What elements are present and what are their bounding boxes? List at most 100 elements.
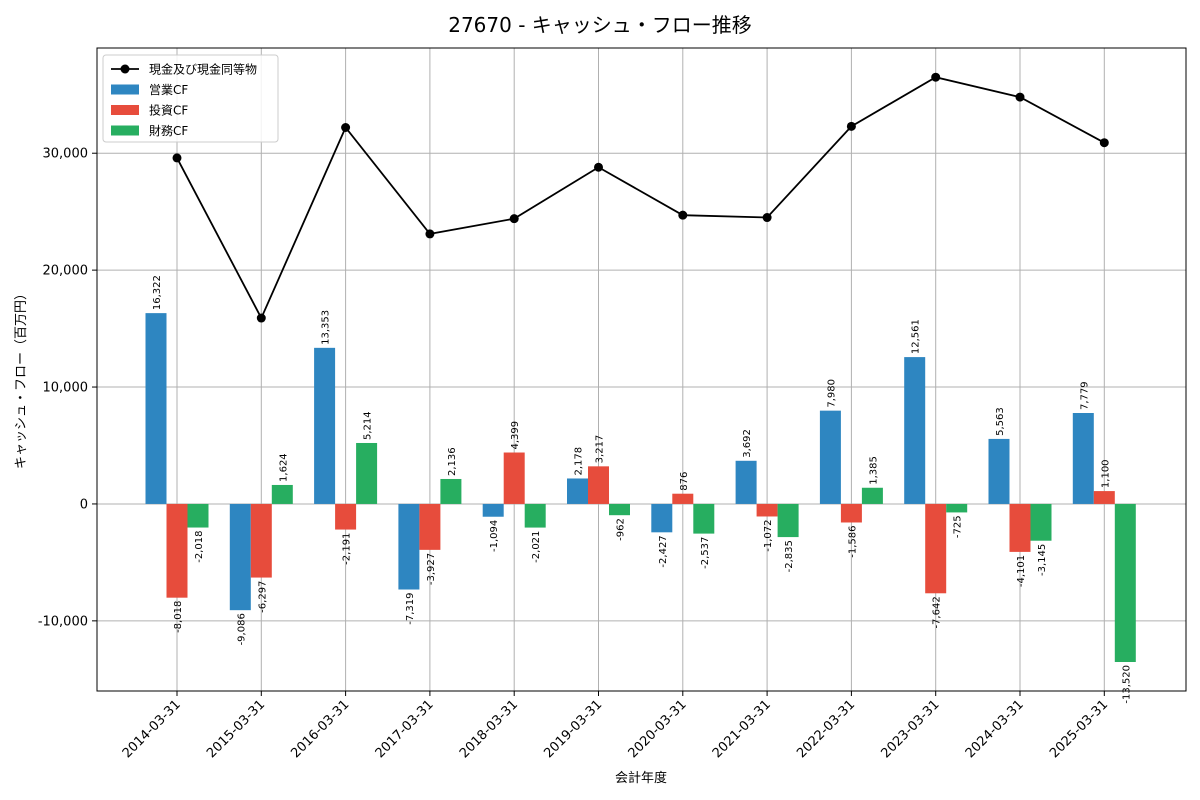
x-tick-label: 2014-03-31 bbox=[120, 697, 184, 761]
bar-営業CF bbox=[1072, 413, 1094, 504]
line-現金及び現金同等物 bbox=[176, 76, 1105, 321]
bar-財務CF bbox=[187, 503, 209, 528]
bar-投資CF bbox=[840, 503, 862, 523]
bar-営業CF bbox=[651, 503, 673, 533]
bar-value-label: -2,018 bbox=[194, 531, 205, 563]
bar-value-label: 5,563 bbox=[995, 407, 1006, 436]
bar-財務CF bbox=[271, 484, 293, 504]
bar-value-label: -2,191 bbox=[342, 533, 353, 565]
x-tick-label: 2022-03-31 bbox=[794, 697, 858, 761]
line-point bbox=[341, 122, 351, 132]
bar-value-label: -962 bbox=[616, 518, 627, 541]
bar-value-label: 12,561 bbox=[911, 319, 922, 354]
line-point bbox=[931, 72, 941, 82]
bar-value-label: -3,145 bbox=[1037, 544, 1048, 576]
bar-value-label: -7,319 bbox=[405, 593, 416, 625]
bar-営業CF bbox=[145, 313, 167, 504]
x-tick-label: 2024-03-31 bbox=[963, 697, 1027, 761]
bar-投資CF bbox=[250, 503, 272, 578]
x-tick-label: 2019-03-31 bbox=[541, 697, 605, 761]
y-tick-label: 10,000 bbox=[43, 381, 89, 396]
x-tick-label: 2018-03-31 bbox=[457, 697, 521, 761]
bar-営業CF bbox=[398, 503, 420, 590]
legend-label: 投資CF bbox=[149, 103, 188, 118]
bar-財務CF bbox=[693, 503, 715, 534]
legend-label: 現金及び現金同等物 bbox=[149, 62, 257, 77]
bar-投資CF bbox=[756, 503, 778, 517]
line-point bbox=[594, 162, 603, 172]
legend-label: 営業CF bbox=[149, 83, 188, 97]
x-tick-label: 2016-03-31 bbox=[288, 697, 352, 761]
y-tick-label: 20,000 bbox=[43, 264, 89, 279]
y-tick-layer: -10,000 0 10,000 20,000 30,000 bbox=[38, 147, 97, 629]
legend-label: 財務CF bbox=[149, 123, 188, 138]
line-point bbox=[846, 121, 856, 131]
bar-value-label: -4,101 bbox=[1016, 555, 1027, 587]
line-point bbox=[678, 210, 688, 220]
bar-value-label: 3,692 bbox=[742, 429, 753, 458]
bar-value-label: -725 bbox=[953, 515, 964, 538]
bar-value-label: -8,018 bbox=[173, 601, 184, 633]
bar-value-label: 7,779 bbox=[1079, 381, 1090, 410]
y-tick-label: -10,000 bbox=[38, 614, 88, 629]
line-point bbox=[1099, 138, 1109, 148]
bar-投資CF bbox=[672, 493, 694, 504]
bar-label-layer: 16,322 -9,086 13,353 -7,319 -1,094 2,178 -2,42… bbox=[152, 275, 1132, 703]
bar-value-label: 13,353 bbox=[321, 310, 332, 345]
bar-投資CF bbox=[419, 503, 441, 550]
bar-value-label: 1,624 bbox=[278, 453, 289, 482]
x-tick-label: 2015-03-31 bbox=[204, 697, 268, 761]
bar-財務CF bbox=[946, 503, 968, 513]
bar-value-label: 5,214 bbox=[363, 411, 374, 440]
bar-value-label: 1,385 bbox=[868, 456, 879, 485]
bar-財務CF bbox=[777, 503, 799, 538]
bar-営業CF bbox=[229, 503, 251, 611]
legend-marker bbox=[120, 64, 130, 74]
bar-value-label: -6,297 bbox=[257, 581, 268, 613]
legend-frame bbox=[102, 54, 279, 143]
bar-value-label: -7,642 bbox=[932, 596, 943, 628]
x-axis-label: 会計年度 bbox=[615, 770, 667, 786]
bar-value-label: 2,136 bbox=[447, 447, 458, 476]
x-tick-label: 2025-03-31 bbox=[1047, 697, 1111, 761]
bar-投資CF bbox=[588, 466, 609, 504]
chart-title: 27670 - キャッシュ・フロー推移 bbox=[448, 13, 752, 37]
bar-財務CF bbox=[524, 503, 546, 528]
line-point bbox=[1015, 92, 1025, 102]
bar-value-label: -2,021 bbox=[531, 531, 542, 563]
bar-value-label: -2,427 bbox=[658, 535, 669, 567]
bar-財務CF bbox=[1030, 503, 1052, 541]
plot-frame bbox=[96, 47, 1187, 692]
line-point bbox=[425, 229, 435, 239]
bar-value-label: -1,586 bbox=[847, 525, 858, 557]
bar-営業CF bbox=[988, 438, 1010, 504]
legend-bar-swatch bbox=[111, 125, 139, 136]
bar-投資CF bbox=[335, 503, 357, 530]
legend-bar-swatch bbox=[111, 84, 139, 95]
bar-value-label: -2,835 bbox=[784, 540, 795, 572]
bar-value-label: 7,980 bbox=[826, 379, 837, 408]
bar-投資CF bbox=[1009, 503, 1031, 552]
x-tick-label: 2023-03-31 bbox=[878, 697, 942, 761]
y-tick-label: 0 bbox=[80, 497, 88, 512]
bar-営業CF bbox=[482, 503, 504, 517]
bar-投資CF bbox=[1093, 491, 1115, 504]
bar-財務CF bbox=[356, 442, 378, 504]
bar-layer bbox=[145, 313, 1136, 663]
bar-value-label: 16,322 bbox=[152, 275, 163, 310]
bar-value-label: 2,178 bbox=[574, 447, 585, 476]
bar-value-label: 876 bbox=[679, 472, 690, 491]
bar-営業CF bbox=[819, 410, 841, 504]
bar-財務CF bbox=[609, 503, 630, 516]
bar-value-label: 1,100 bbox=[1100, 459, 1111, 488]
bar-営業CF bbox=[314, 347, 336, 504]
line-point bbox=[256, 313, 266, 323]
bar-財務CF bbox=[861, 487, 883, 504]
line-layer bbox=[172, 72, 1109, 323]
y-axis-label: キャッシュ・フロー（百万円） bbox=[14, 287, 29, 469]
bar-営業CF bbox=[567, 478, 588, 504]
bar-財務CF bbox=[1114, 503, 1136, 663]
bar-value-label: -2,537 bbox=[700, 537, 711, 569]
